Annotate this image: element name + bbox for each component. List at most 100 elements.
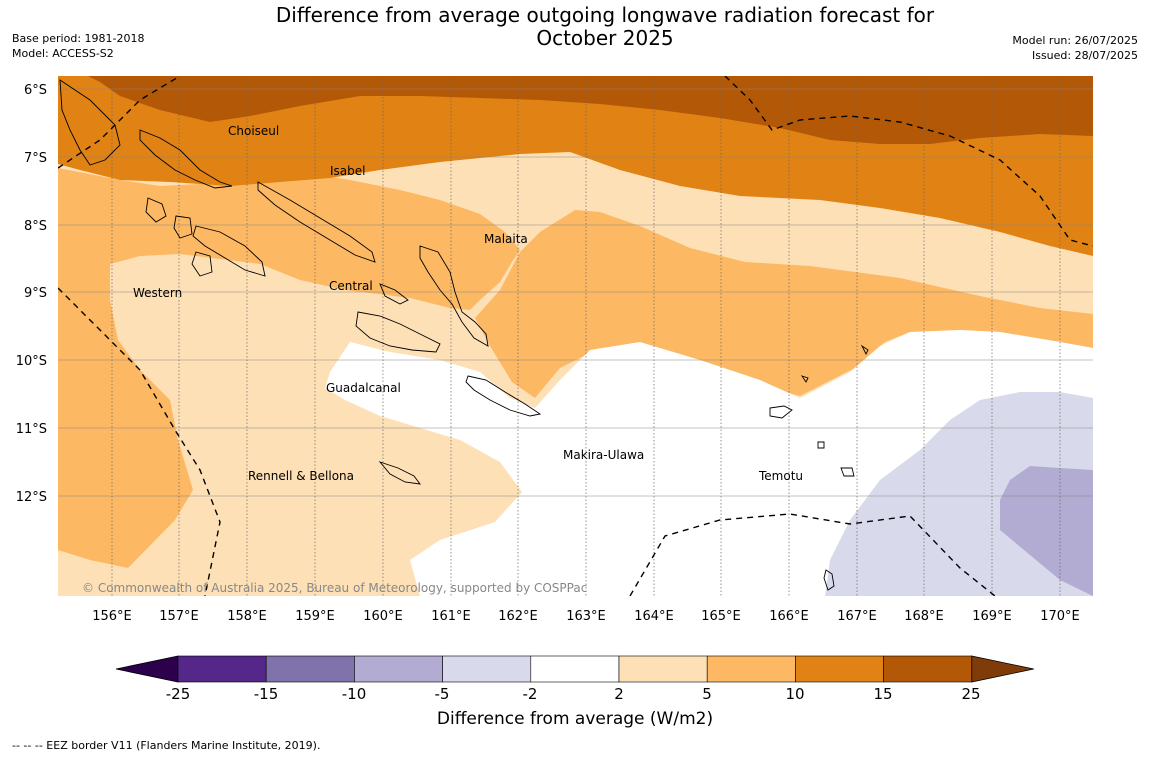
colorbar-segments — [115, 655, 1034, 683]
colorbar-label: Difference from average (W/m2) — [436, 709, 714, 729]
lon-label-165e: 165°E — [701, 609, 741, 624]
eez-border — [58, 76, 1093, 596]
colorbar-segment-3 — [354, 655, 443, 683]
forecast-fields: Choiseul Isabel Malaita Central Western … — [58, 76, 1093, 596]
lat-label-9s: 9°S — [24, 286, 47, 301]
issued-date: Issued: 28/07/2025 — [1031, 49, 1138, 62]
field-5-10-west — [58, 76, 520, 596]
rendova-island — [191, 251, 213, 277]
lat-label-8s: 8°S — [24, 219, 47, 234]
cb-tick-1: -15 — [254, 685, 279, 703]
lon-label-169e: 169°E — [972, 609, 1012, 624]
lon-label-161e: 161°E — [431, 609, 471, 624]
map: Choiseul Isabel Malaita Central Western … — [16, 76, 1093, 624]
meta-right: Model run: 26/07/2025 Issued: 28/07/2025 — [1012, 33, 1138, 63]
lon-label-158e: 158°E — [227, 609, 267, 624]
southern-islet — [823, 569, 835, 591]
base-period: Base period: 1981-2018 — [12, 32, 145, 45]
lat-label-10s: 10°S — [16, 354, 47, 369]
cb-tick-6: 5 — [702, 685, 712, 703]
eez-footnote: -- -- -- EEZ border V11 (Flanders Marine… — [12, 739, 321, 752]
colorbar-segment-4 — [442, 655, 532, 683]
lon-label-160e: 160°E — [363, 609, 403, 624]
lon-label-157e: 157°E — [159, 609, 199, 624]
lon-label-162e: 162°E — [498, 609, 538, 624]
tikopia-island — [817, 441, 825, 449]
label-rennell-bellona: Rennell & Bellona — [248, 469, 354, 483]
eez-west — [58, 287, 221, 596]
guadalcanal-island — [355, 311, 441, 353]
colorbar-segment-7 — [706, 655, 796, 683]
cb-tick-2: -10 — [342, 685, 367, 703]
lon-label-170e: 170°E — [1040, 609, 1080, 624]
colorbar-segment-8 — [795, 655, 884, 683]
lon-label-164e: 164°E — [634, 609, 674, 624]
lat-gridlines — [58, 88, 1093, 497]
coastlines — [59, 79, 869, 591]
cb-tick-7: 10 — [785, 685, 804, 703]
field-neg-5-10 — [1000, 466, 1093, 596]
label-guadalcanal: Guadalcanal — [326, 381, 401, 395]
lon-label-156e: 156°E — [92, 609, 132, 624]
kolombangara-island — [173, 215, 193, 239]
cb-tick-4: -2 — [523, 685, 538, 703]
colorbar: -25 -15 -10 -5 -2 2 5 10 15 25 — [115, 655, 1034, 703]
colorbar-segment-1 — [177, 655, 267, 683]
colorbar-extend-min — [115, 655, 179, 683]
meta-left: Base period: 1981-2018 Model: ACCESS-S2 — [12, 31, 144, 61]
eez-north-west — [58, 76, 181, 169]
cb-tick-3: -5 — [435, 685, 450, 703]
eez-north-east — [724, 76, 1093, 247]
new-georgia-island — [192, 225, 266, 277]
lon-label-163e: 163°E — [566, 609, 606, 624]
vella-lavella-island — [145, 197, 167, 223]
duff-islets — [860, 344, 869, 356]
colorbar-extend-max — [971, 655, 1034, 683]
lat-label-7s: 7°S — [24, 151, 47, 166]
lon-gridlines — [111, 76, 1061, 596]
lat-label-6s: 6°S — [24, 83, 47, 98]
cb-tick-0: -25 — [166, 685, 191, 703]
cb-tick-9: 25 — [961, 685, 980, 703]
label-central: Central — [329, 279, 373, 293]
reef-islands — [800, 375, 809, 383]
place-labels: Choiseul Isabel Malaita Central Western … — [133, 124, 803, 483]
lon-label-167e: 167°E — [837, 609, 877, 624]
field-15-25 — [58, 76, 1093, 144]
title-line-1: Difference from average outgoing longwav… — [275, 3, 935, 27]
cb-tick-5: 2 — [614, 685, 624, 703]
cb-tick-8: 15 — [873, 685, 892, 703]
label-choiseul: Choiseul — [228, 124, 279, 138]
florida-islands — [379, 283, 409, 305]
colorbar-ticks: -25 -15 -10 -5 -2 2 5 10 15 25 — [166, 685, 981, 703]
lat-axis-labels: 6°S 7°S 8°S 9°S 10°S 11°S 12°S — [16, 83, 47, 505]
lat-label-12s: 12°S — [16, 490, 47, 505]
label-malaita: Malaita — [484, 232, 528, 246]
page-title: Difference from average outgoing longwav… — [225, 4, 985, 50]
lat-label-11s: 11°S — [16, 422, 47, 437]
malaita-island — [419, 245, 489, 347]
label-temotu: Temotu — [758, 469, 803, 483]
eez-south — [629, 513, 997, 596]
label-isabel: Isabel — [330, 164, 365, 178]
lon-label-168e: 168°E — [904, 609, 944, 624]
makira-island — [465, 375, 542, 417]
model-run: Model run: 26/07/2025 — [1012, 34, 1138, 47]
colorbar-segment-2 — [265, 655, 355, 683]
lon-axis-labels: 156°E 157°E 158°E 159°E 160°E 161°E 162°… — [92, 609, 1080, 624]
lon-label-159e: 159°E — [295, 609, 335, 624]
duff-island — [840, 467, 855, 477]
title-line-2: October 2025 — [536, 26, 674, 50]
field-5-10-north — [58, 76, 1093, 398]
bougainville-island — [59, 79, 121, 166]
copyright-text: © Commonwealth of Australia 2025, Bureau… — [82, 581, 587, 595]
colorbar-segment-5 — [530, 655, 620, 683]
label-makira-ulawa: Makira-Ulawa — [563, 448, 644, 462]
colorbar-segment-9 — [883, 655, 973, 683]
choiseul-island — [139, 129, 233, 189]
lon-label-166e: 166°E — [769, 609, 809, 624]
santa-cruz-island — [769, 405, 793, 419]
isabel-island — [257, 181, 376, 263]
model-name: Model: ACCESS-S2 — [12, 47, 114, 60]
label-western: Western — [133, 286, 182, 300]
